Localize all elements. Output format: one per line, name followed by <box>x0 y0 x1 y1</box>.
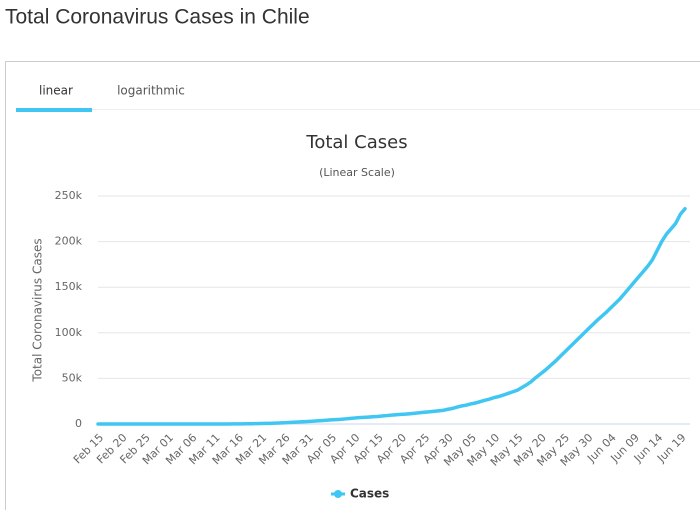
y-tick-label: 100k <box>55 326 83 339</box>
y-tick-label: 50k <box>62 371 83 384</box>
y-axis-label: Total Coronavirus Cases <box>31 238 45 382</box>
tab[interactable]: logarithmic <box>117 84 185 98</box>
y-tick-label: 0 <box>75 417 82 430</box>
legend-label: Cases <box>350 487 389 501</box>
chart-subtitle: (Linear Scale) <box>319 166 395 179</box>
y-tick-label: 200k <box>55 235 83 248</box>
tab[interactable]: linear <box>39 84 73 98</box>
active-tab-underline <box>16 108 92 112</box>
legend-marker <box>334 490 342 498</box>
page-title: Total Coronavirus Cases in Chile <box>5 6 310 29</box>
y-tick-label: 150k <box>55 280 83 293</box>
series-line <box>98 209 685 424</box>
chart-title: Total Cases <box>305 132 407 153</box>
y-tick-label: 250k <box>55 189 83 202</box>
